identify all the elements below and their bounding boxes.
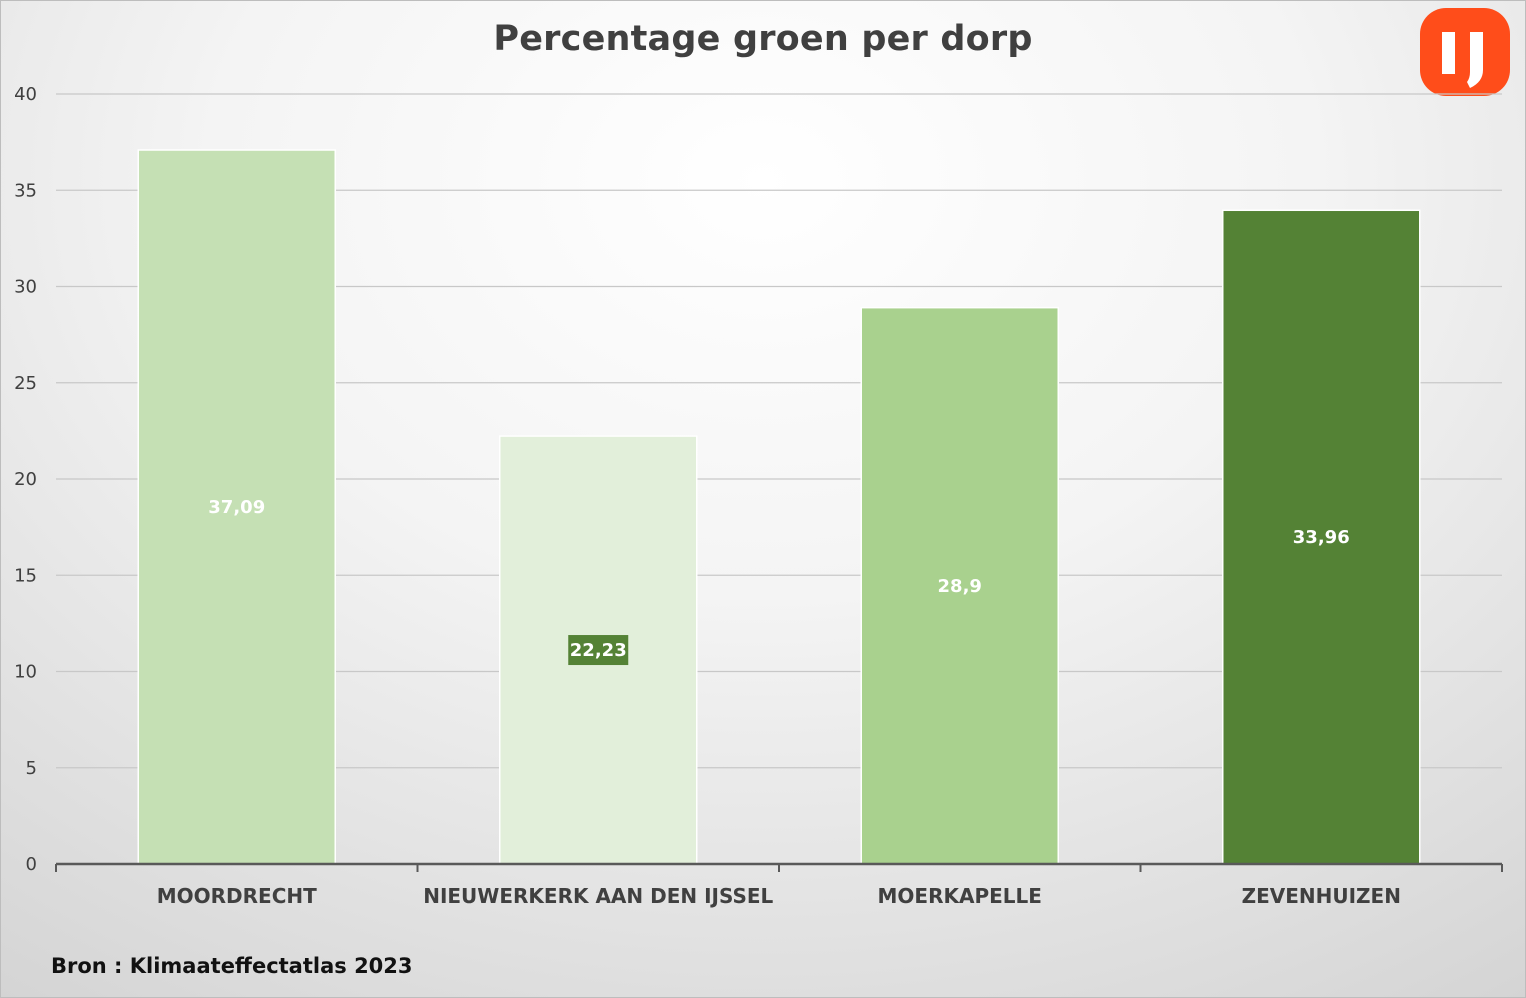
x-category-label: NIEUWERKERK AAN DEN IJSSEL <box>423 884 773 908</box>
data-label: 28,9 <box>938 576 982 597</box>
y-tick-label: 15 <box>14 565 37 586</box>
y-tick-label: 5 <box>26 758 37 779</box>
data-label-box <box>568 635 629 666</box>
x-category-label: ZEVENHUIZEN <box>1242 884 1401 908</box>
x-category-label: MOORDRECHT <box>157 884 317 908</box>
y-tick-label: 30 <box>14 277 37 298</box>
y-tick-label: 10 <box>14 662 37 683</box>
y-tick-label: 20 <box>14 469 37 490</box>
data-label: 33,96 <box>1293 527 1350 548</box>
bar <box>860 306 1060 865</box>
logo-letter-j <box>1467 32 1483 88</box>
bar <box>137 149 337 865</box>
data-label: 37,09 <box>208 497 265 518</box>
chart-title: Percentage groen per dorp <box>493 19 1033 59</box>
y-tick-label: 35 <box>14 180 37 201</box>
ij-logo-icon <box>1420 8 1510 96</box>
source-note: Bron : Klimaateffectatlas 2023 <box>51 954 413 978</box>
bar <box>1221 209 1421 865</box>
y-tick-label: 25 <box>14 373 37 394</box>
logo-letter-i <box>1442 32 1455 74</box>
y-tick-label: 0 <box>26 854 37 875</box>
x-category-label: MOERKAPELLE <box>878 884 1042 908</box>
data-label: 22,23 <box>570 640 627 661</box>
ij-logo-glyph <box>1442 32 1483 88</box>
y-tick-label: 40 <box>14 84 37 105</box>
